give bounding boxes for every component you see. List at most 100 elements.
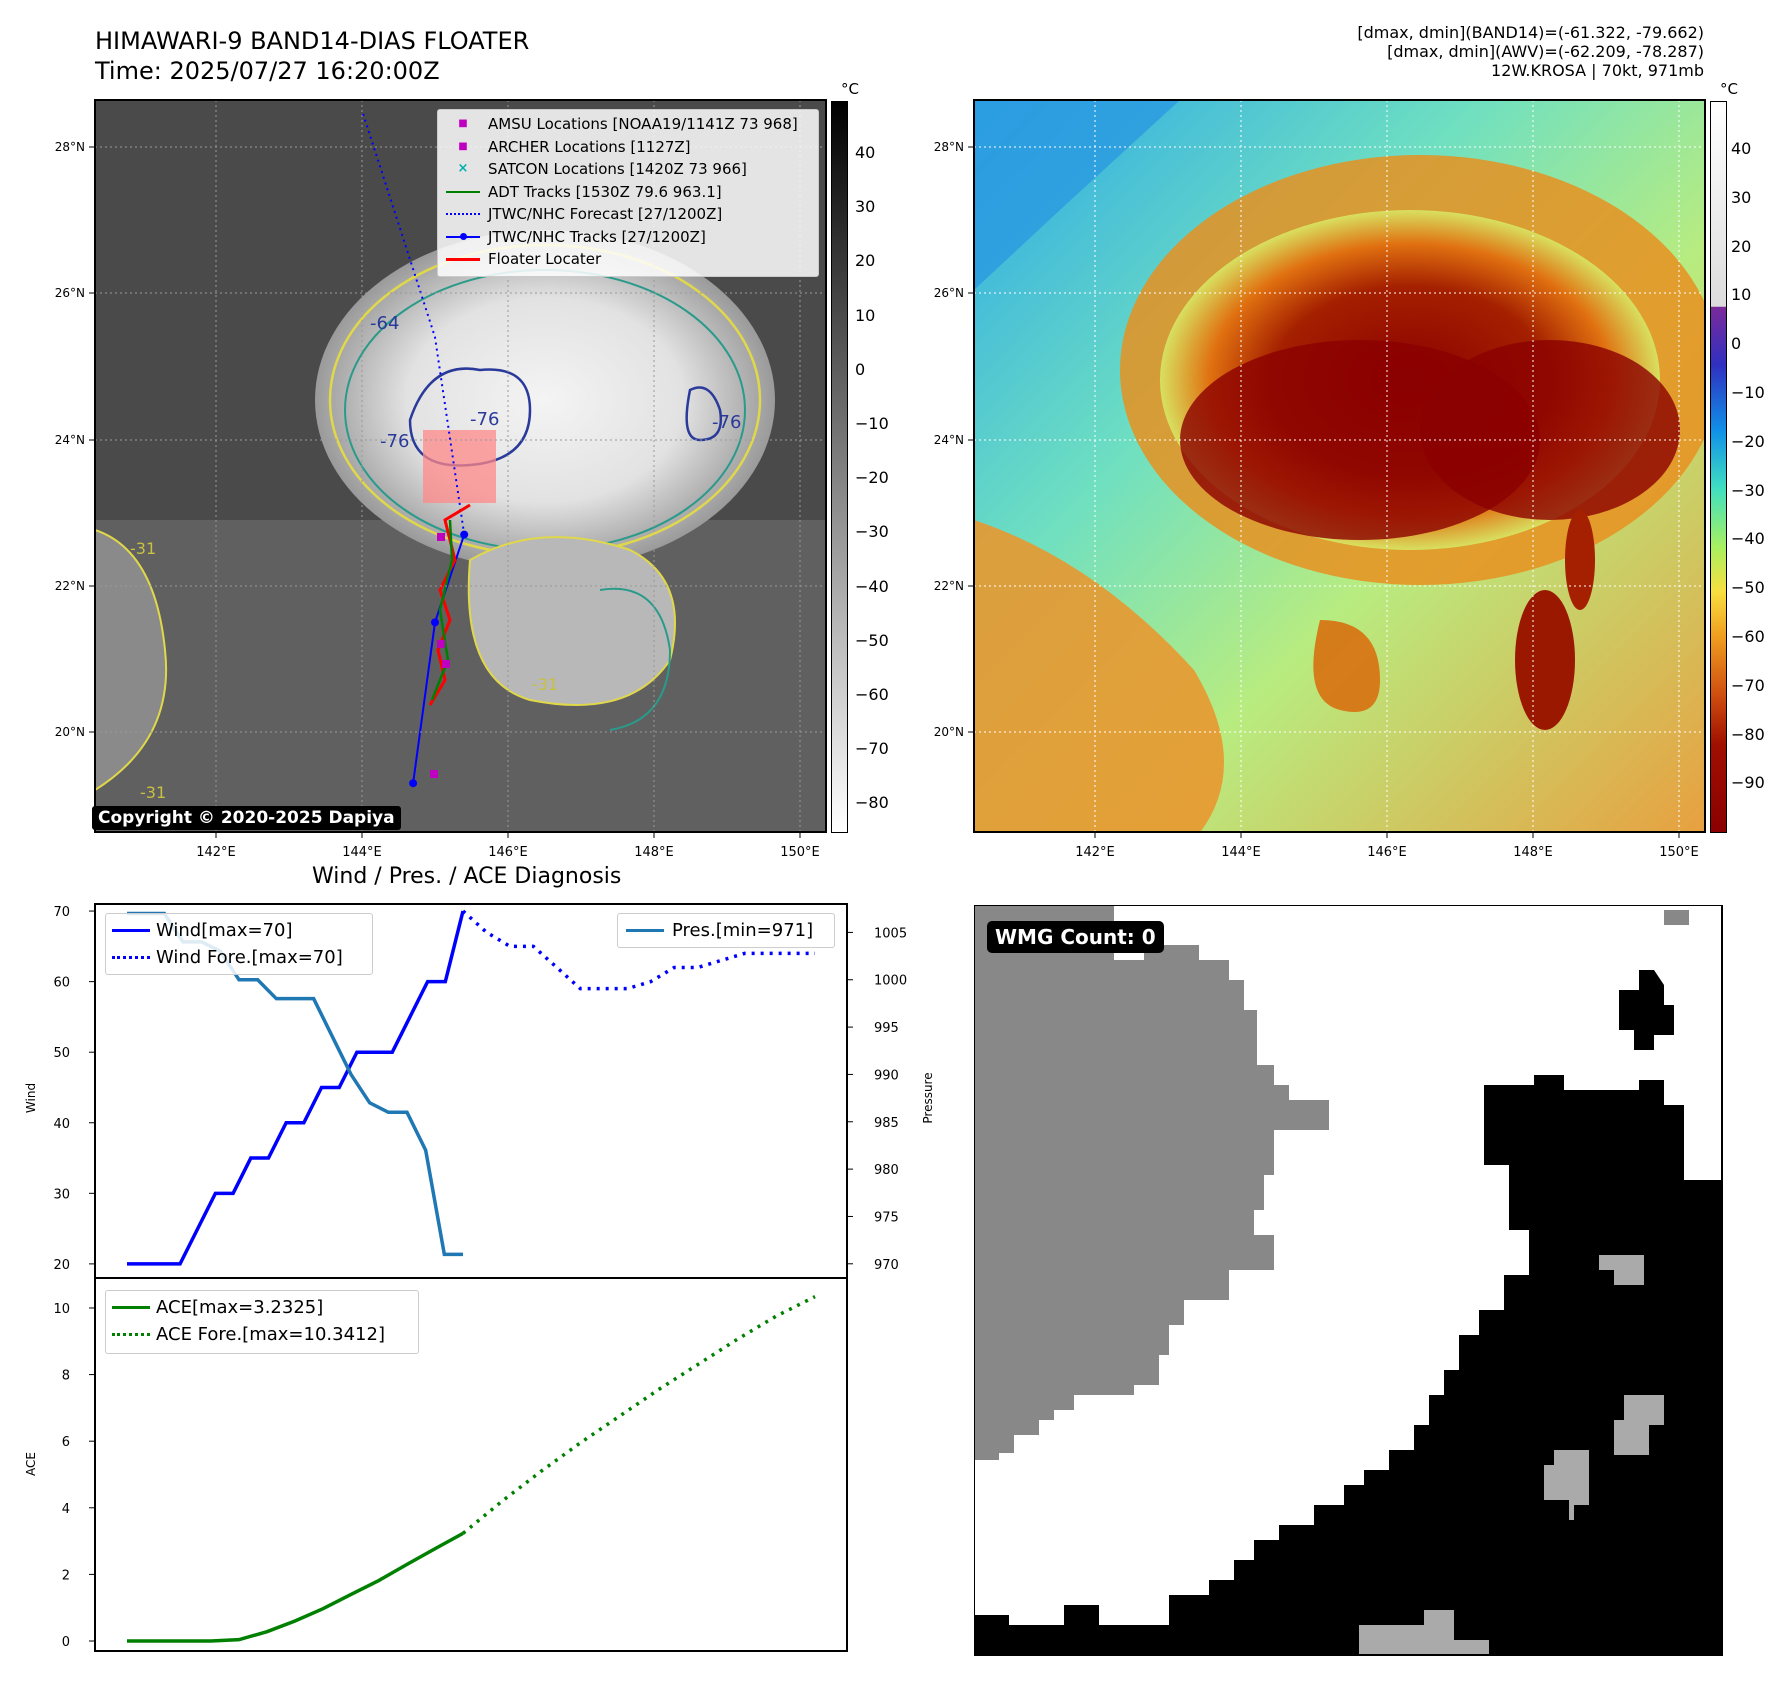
pressure-tick-label: 985	[874, 1116, 899, 1131]
colorbar-tick-label: −50	[1731, 578, 1765, 598]
lat-tick-label: 26°N	[934, 286, 964, 300]
contour-labels-2: -31 -31 -31	[130, 539, 558, 802]
svg-text:-31: -31	[140, 783, 166, 802]
legend-jtwc-forecast: JTWC/NHC Forecast [27/1200Z]	[438, 203, 818, 226]
pressure-tick-label: 1005	[874, 926, 907, 941]
wmg-black-island	[1619, 970, 1674, 1050]
wind-line	[127, 910, 465, 1266]
colorbar-tick-label: 20	[1731, 236, 1752, 256]
contour-labels-1: -64 -76 -76 -76	[370, 313, 741, 452]
wmg-gray-patch-3	[1544, 1450, 1589, 1520]
ace-tick-label: 10	[53, 1302, 70, 1317]
lat-tick-label: 20°N	[55, 725, 85, 739]
satcon-marker-icon: ×	[457, 161, 469, 176]
ir-enhanced-map: 20°N 22°N 24°N 26°N 28°N 142°E 144°E 146°E 148°…	[934, 99, 1706, 860]
lon-tick-label: 148°E	[1513, 845, 1553, 860]
ace-ticks: 0 2 4 6 8 10	[53, 1302, 95, 1650]
wmg-mask-map	[974, 905, 1723, 1656]
lon-tick-label: 146°E	[488, 845, 528, 860]
lat-tick-label: 24°N	[55, 433, 85, 447]
ace-line	[127, 1531, 464, 1643]
rainband-1	[1515, 590, 1575, 730]
copyright-label: Copyright © 2020-2025 Dapiya	[92, 806, 401, 830]
lat-tick-label: 28°N	[55, 140, 85, 154]
colorbar-tick-label: −80	[855, 793, 889, 813]
map2-lat-ticks: 20°N 22°N 24°N 26°N 28°N	[934, 140, 974, 739]
diagnosis-title: Wind / Pres. / ACE Diagnosis	[312, 864, 622, 889]
lat-tick-label: 24°N	[934, 433, 964, 447]
dmax-awv-text: [dmax, dmin](AWV)=(-62.209, -78.287)	[1387, 42, 1704, 61]
ace-tick-label: 6	[62, 1435, 70, 1450]
forecast-line-icon	[446, 213, 480, 216]
svg-text:-31: -31	[130, 539, 156, 558]
jtwc-track-point	[409, 779, 418, 788]
lon-tick-label: 146°E	[1367, 845, 1407, 860]
wind-forecast-line-icon	[112, 956, 150, 959]
chart-title: HIMAWARI-9 BAND14-DIAS FLOATER	[95, 27, 530, 55]
wind-tick-label: 20	[53, 1258, 70, 1273]
pressure-legend: Pres.[min=971]	[617, 913, 835, 948]
colorbar-tick-label: 20	[855, 251, 876, 271]
colorbar1	[831, 101, 848, 833]
map2-gridlines	[974, 100, 1705, 832]
ace-forecast-line-icon	[112, 1333, 150, 1336]
wmg-gray-patch-2	[1614, 1395, 1664, 1455]
colorbar-tick-label: −10	[855, 414, 889, 433]
colorbar-tick-label: −50	[855, 630, 889, 650]
pressure-tick-label: 990	[874, 1068, 899, 1083]
lon-tick-label: 144°E	[342, 845, 382, 860]
legend-satcon: × SATCON Locations [1420Z 73 966]	[438, 158, 818, 181]
lon-tick-label: 150°E	[1659, 845, 1699, 860]
wmg-frame	[974, 905, 1723, 1656]
pressure-ticks: 970 975 980 985 990 995 1000 1005	[847, 926, 907, 1273]
ace-tick-label: 8	[62, 1369, 70, 1384]
lat-tick-label: 20°N	[934, 725, 964, 739]
dmax-band14-text: [dmax, dmin](BAND14)=(-61.322, -79.662)	[1357, 23, 1704, 42]
amsu-markers	[430, 533, 450, 778]
wind-tick-label: 50	[53, 1046, 70, 1061]
map2-frame	[973, 99, 1706, 833]
pressure-tick-label: 995	[874, 1021, 899, 1036]
wmg-black-region-east	[974, 1075, 1722, 1655]
floater-locater-box	[423, 430, 496, 503]
colorbar-tick-label: −90	[1731, 773, 1765, 793]
colorbar1-unit: °C	[841, 80, 859, 98]
lat-tick-label: 22°N	[55, 579, 85, 593]
lon-tick-label: 144°E	[1221, 845, 1261, 860]
ace-tick-label: 0	[62, 1635, 70, 1650]
pressure-tick-label: 970	[874, 1258, 899, 1273]
lon-tick-label: 148°E	[634, 845, 674, 860]
colorbar-tick-label: −30	[1731, 480, 1765, 500]
wmg-count-badge: WMG Count: 0	[987, 921, 1164, 953]
lat-tick-label: 26°N	[55, 286, 85, 300]
svg-text:-76: -76	[380, 431, 409, 452]
wind-line-icon	[112, 929, 150, 932]
legend-adt: ADT Tracks [1530Z 79.6 963.1]	[438, 181, 818, 204]
svg-text:-64: -64	[370, 313, 399, 334]
wind-ticks: 20 30 40 50 60 70	[53, 905, 95, 1273]
colorbar-tick-label: −60	[1731, 627, 1765, 646]
adt-track-line	[430, 519, 454, 701]
svg-text:-76: -76	[470, 409, 499, 430]
colorbar-tick-label: 10	[1731, 285, 1752, 305]
archer-marker-icon: ■	[458, 140, 468, 152]
map1-lat-ticks: 20°N 22°N 24°N 26°N 28°N	[55, 140, 95, 739]
map1-legend: ■ AMSU Locations [NOAA19/1141Z 73 968] ■ A…	[437, 109, 819, 277]
chart-time: Time: 2025/07/27 16:20:00Z	[95, 57, 440, 85]
colorbar-tick-label: −20	[855, 468, 889, 488]
floater-track-line	[428, 503, 471, 706]
lat-tick-label: 22°N	[934, 579, 964, 593]
storm-info-text: 12W.KROSA | 70kt, 971mb	[1491, 61, 1704, 80]
pressure-tick-label: 975	[874, 1210, 899, 1225]
legend-amsu: ■ AMSU Locations [NOAA19/1141Z 73 968]	[438, 113, 818, 136]
colorbar2	[1710, 101, 1727, 833]
pressure-ylabel: Pressure	[921, 1072, 935, 1123]
wind-legend: Wind[max=70] Wind Fore.[max=70]	[105, 913, 373, 975]
lon-tick-label: 142°E	[196, 845, 236, 860]
jtwc-track-point	[431, 618, 439, 627]
amsu-marker-icon: ■	[458, 118, 468, 129]
map2-lon-ticks: 142°E 144°E 146°E 148°E 150°E	[1075, 832, 1699, 860]
wind-tick-label: 40	[53, 1117, 70, 1132]
colorbar-tick-label: −80	[1731, 724, 1765, 744]
colorbar-tick-label: −30	[855, 522, 889, 542]
